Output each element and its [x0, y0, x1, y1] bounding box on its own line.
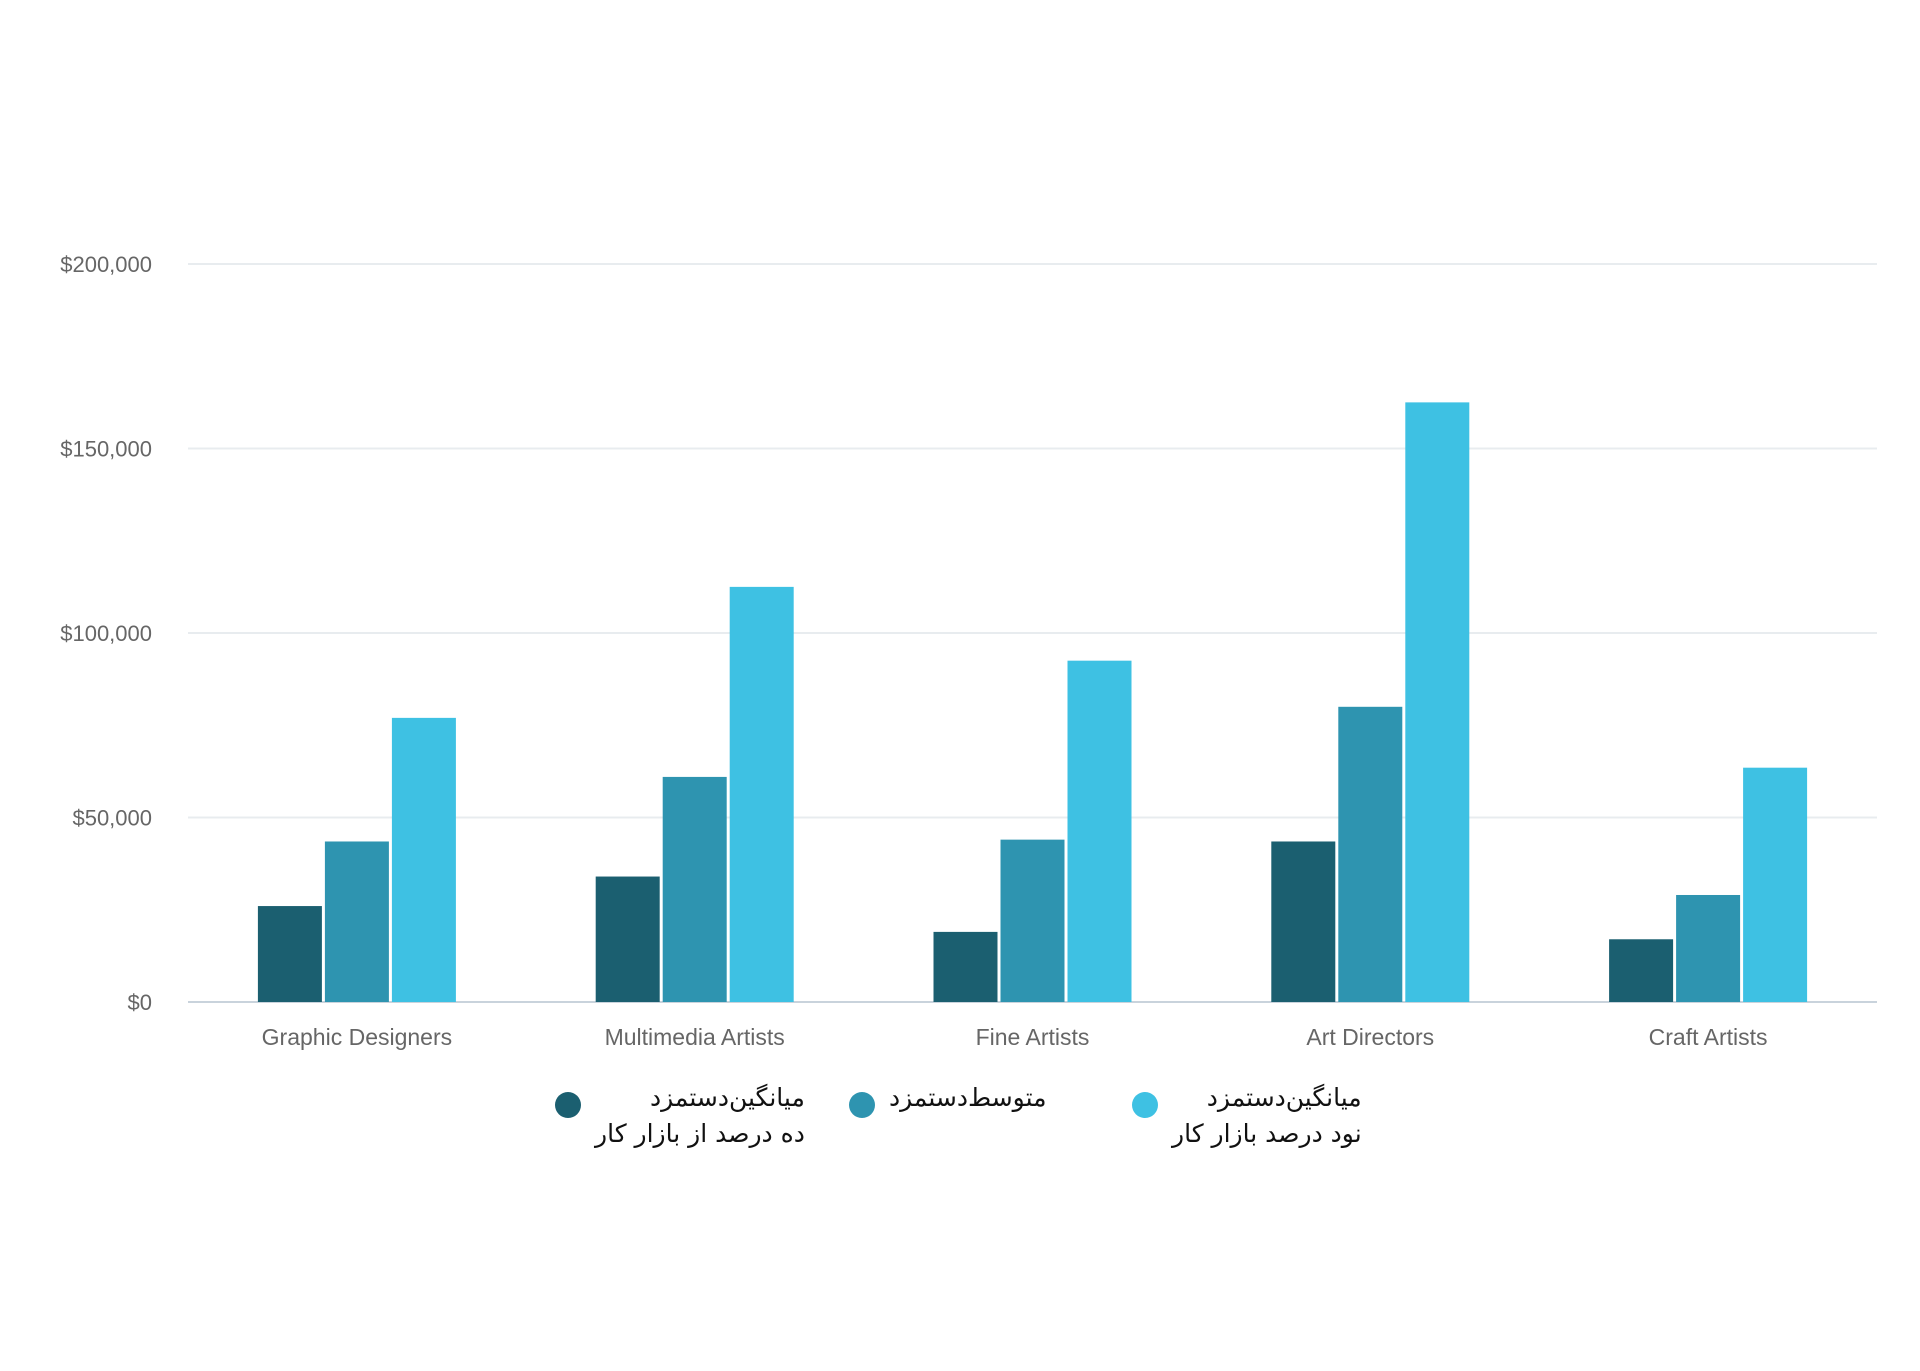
legend-item-median[interactable]: متوسط‌دستمزد: [849, 1080, 1047, 1118]
bar: [1067, 660, 1132, 1002]
legend-label: میانگین‌دستمزد نود درصد بازار کار: [1172, 1083, 1362, 1148]
y-tick-label: $50,000: [72, 806, 152, 831]
legend-dot-icon: [849, 1092, 875, 1118]
bar: [1338, 706, 1403, 1002]
x-tick-label: Craft Artists: [1649, 1024, 1768, 1050]
x-tick-label: Fine Artists: [976, 1024, 1090, 1050]
bar: [729, 586, 794, 1002]
bar: [1676, 894, 1741, 1002]
x-tick-label: Graphic Designers: [262, 1024, 452, 1050]
bar: [391, 717, 456, 1002]
y-tick-label: $100,000: [60, 621, 152, 646]
bar: [662, 776, 727, 1002]
legend-dot-icon: [555, 1092, 581, 1118]
legend-item-10th-percentile[interactable]: میانگین‌دستمزد ده درصد از بازار کار: [555, 1080, 805, 1152]
bar: [257, 906, 322, 1002]
legend: میانگین‌دستمزد ده درصد از بازار کار متوس…: [0, 1080, 1920, 1170]
x-tick-label: Multimedia Artists: [605, 1024, 785, 1050]
bar: [1000, 839, 1065, 1002]
bar: [324, 841, 389, 1002]
legend-item-90th-percentile[interactable]: میانگین‌دستمزد نود درصد بازار کار: [1132, 1080, 1362, 1152]
legend-label: میانگین‌دستمزد ده درصد از بازار کار: [595, 1083, 805, 1148]
bar: [1609, 939, 1674, 1002]
legend-label: متوسط‌دستمزد: [889, 1083, 1047, 1112]
bar: [933, 931, 998, 1002]
y-tick-label: $200,000: [60, 252, 152, 277]
y-tick-label: $0: [128, 990, 152, 1015]
x-tick-label: Art Directors: [1306, 1024, 1434, 1050]
bar: [595, 876, 660, 1002]
bar: [1405, 402, 1470, 1002]
legend-dot-icon: [1132, 1092, 1158, 1118]
y-tick-label: $150,000: [60, 437, 152, 462]
bar: [1743, 767, 1808, 1002]
bar: [1271, 841, 1336, 1002]
